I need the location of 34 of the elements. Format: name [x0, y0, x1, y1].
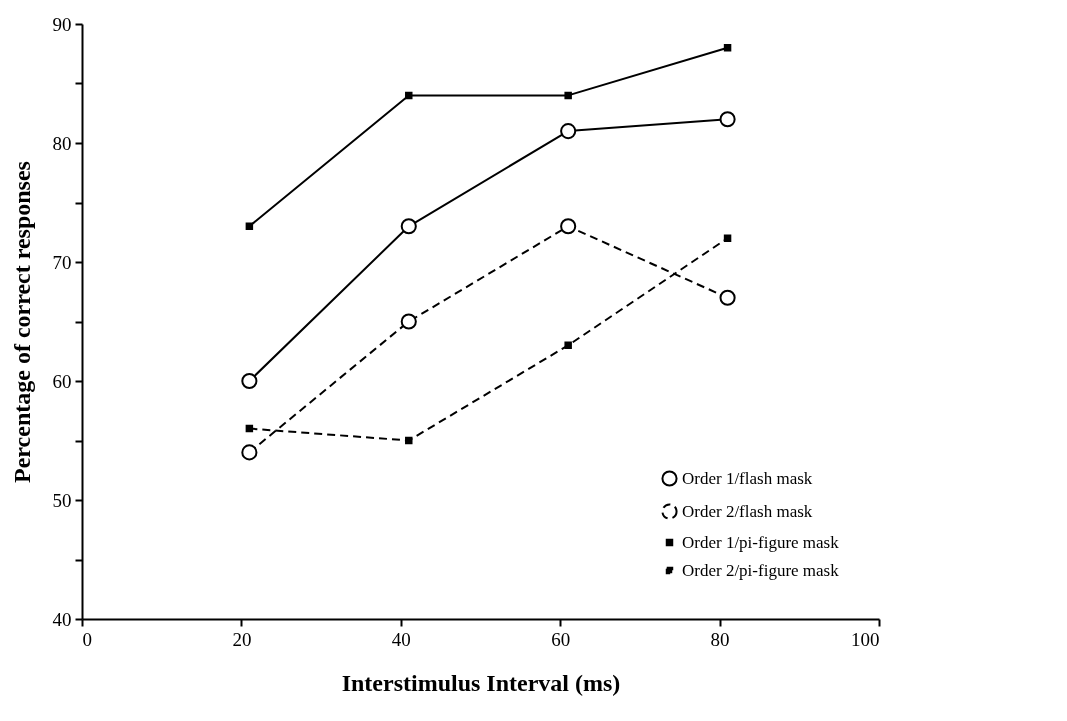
point [245, 222, 254, 231]
y-tick-label: 40 [52, 608, 72, 630]
point [241, 372, 258, 390]
legend-label: Order 1/pi-figure mask [682, 532, 840, 552]
point [560, 218, 577, 235]
point [723, 234, 732, 242]
x-tick-label: 0 [82, 628, 92, 650]
point [400, 313, 417, 330]
y-tick-label: 80 [52, 132, 72, 154]
x-axis-title: Interstimulus Interval (ms) [341, 669, 621, 696]
legend-label: Order 2/pi-figure mask [682, 560, 840, 580]
y-axis-title: Percentage of correct responses [8, 161, 35, 483]
legend-label: Order 2/flash mask [682, 501, 813, 521]
point [241, 444, 258, 461]
x-tick-label: 100 [851, 628, 880, 650]
point [719, 289, 736, 306]
point [560, 123, 577, 140]
y-tick-label: 60 [52, 370, 72, 392]
x-tick-label: 80 [710, 628, 730, 650]
point [564, 341, 572, 350]
point [400, 218, 417, 235]
point [723, 44, 732, 52]
point [564, 91, 572, 100]
legend-label: Order 1/flash mask [682, 468, 813, 488]
y-tick-label: 70 [52, 251, 72, 273]
y-tick-label: 90 [52, 13, 72, 35]
point [405, 91, 413, 100]
x-tick-label: 60 [551, 628, 571, 650]
point [719, 111, 736, 128]
y-tick-label: 50 [52, 489, 72, 511]
x-tick-label: 40 [391, 628, 411, 650]
point [245, 424, 254, 433]
x-tick-label: 20 [232, 628, 252, 650]
point [405, 436, 413, 445]
